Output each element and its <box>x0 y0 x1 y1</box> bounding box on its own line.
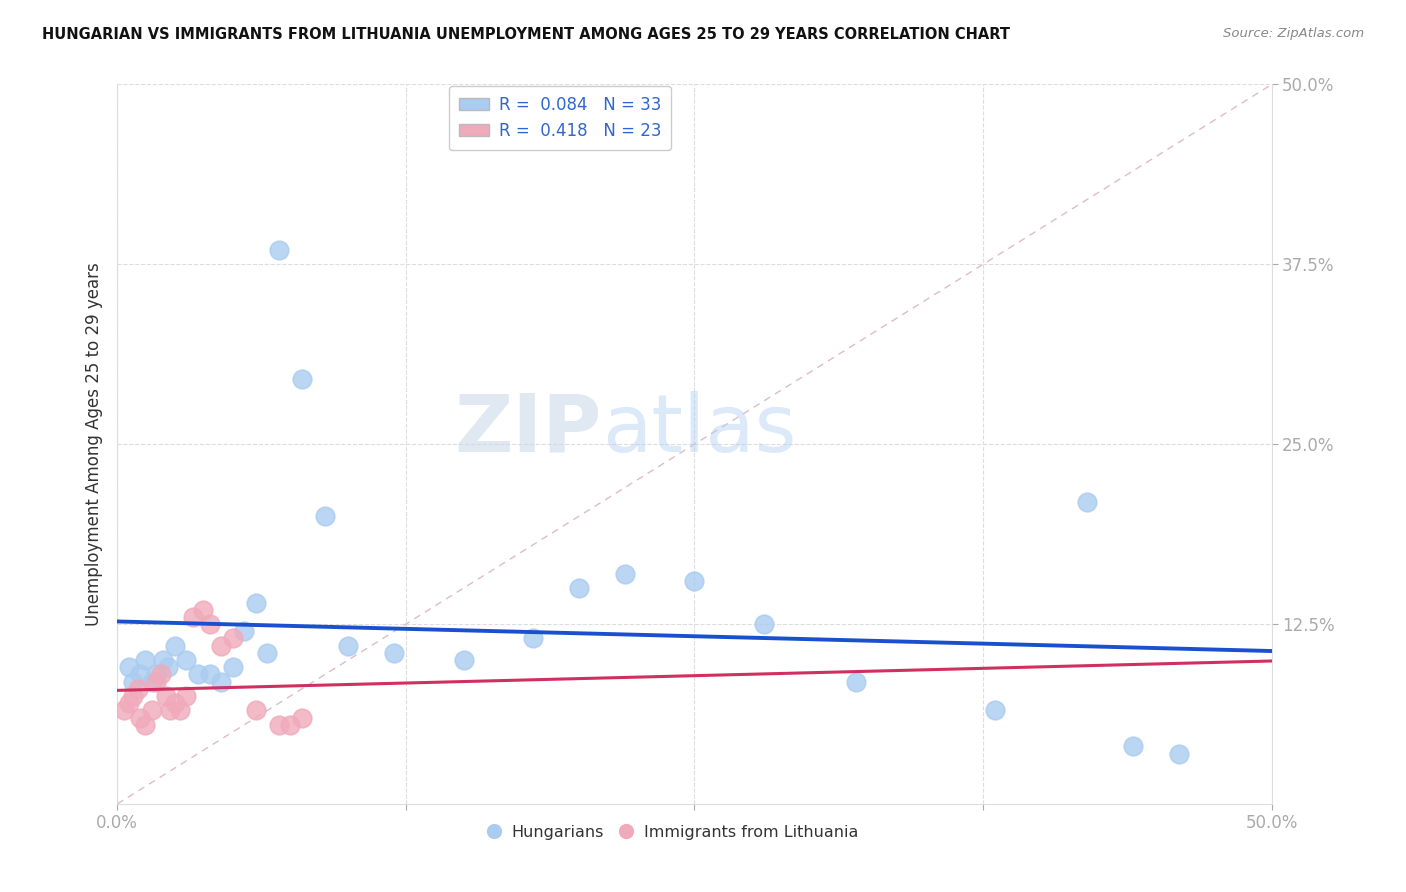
Point <box>163 639 186 653</box>
Point <box>568 581 591 595</box>
Point <box>112 703 135 717</box>
Point <box>337 639 360 653</box>
Point <box>1168 747 1191 761</box>
Point <box>752 617 775 632</box>
Point <box>382 646 405 660</box>
Point <box>267 718 290 732</box>
Point <box>176 689 198 703</box>
Point <box>191 603 214 617</box>
Point <box>198 617 221 632</box>
Point <box>280 718 302 732</box>
Point <box>176 653 198 667</box>
Point <box>183 610 205 624</box>
Point <box>141 674 163 689</box>
Point <box>156 660 179 674</box>
Point <box>233 624 256 639</box>
Text: Source: ZipAtlas.com: Source: ZipAtlas.com <box>1223 27 1364 40</box>
Point <box>169 703 191 717</box>
Point <box>129 711 152 725</box>
Point <box>141 703 163 717</box>
Point <box>122 689 145 703</box>
Text: ZIP: ZIP <box>456 391 602 469</box>
Point <box>122 674 145 689</box>
Point <box>1122 739 1144 754</box>
Point <box>209 639 232 653</box>
Point <box>152 653 174 667</box>
Point <box>256 646 278 660</box>
Point <box>1076 495 1098 509</box>
Point <box>453 653 475 667</box>
Point <box>163 696 186 710</box>
Point <box>129 667 152 681</box>
Text: HUNGARIAN VS IMMIGRANTS FROM LITHUANIA UNEMPLOYMENT AMONG AGES 25 TO 29 YEARS CO: HUNGARIAN VS IMMIGRANTS FROM LITHUANIA U… <box>42 27 1010 42</box>
Point <box>845 674 868 689</box>
Legend: R =  0.084   N = 33, R =  0.418   N = 23: R = 0.084 N = 33, R = 0.418 N = 23 <box>449 86 671 150</box>
Point <box>267 243 290 257</box>
Point <box>145 667 167 681</box>
Point <box>291 711 314 725</box>
Point <box>245 703 267 717</box>
Point <box>127 681 149 696</box>
Point <box>145 674 167 689</box>
Point <box>221 632 243 646</box>
Point <box>155 689 177 703</box>
Point <box>245 595 267 609</box>
Text: atlas: atlas <box>602 391 796 469</box>
Point <box>221 660 243 674</box>
Point <box>118 696 141 710</box>
Point <box>134 718 156 732</box>
Point <box>150 667 173 681</box>
Point <box>683 574 706 588</box>
Point <box>291 372 314 386</box>
Point <box>209 674 232 689</box>
Point <box>983 703 1005 717</box>
Point <box>134 653 156 667</box>
Y-axis label: Unemployment Among Ages 25 to 29 years: Unemployment Among Ages 25 to 29 years <box>86 262 103 626</box>
Point <box>187 667 209 681</box>
Point <box>522 632 544 646</box>
Point <box>314 509 336 524</box>
Point <box>198 667 221 681</box>
Point <box>614 566 637 581</box>
Point <box>159 703 181 717</box>
Point <box>118 660 141 674</box>
